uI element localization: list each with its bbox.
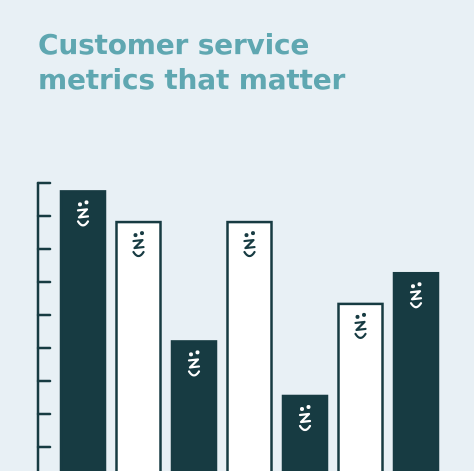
face-icon — [298, 404, 312, 432]
face-icon — [132, 231, 145, 258]
face-icon — [187, 350, 201, 377]
face-icon — [243, 231, 256, 258]
bar — [226, 220, 273, 471]
bar — [170, 340, 218, 471]
bar — [59, 190, 107, 471]
title-line-1: Customer service — [38, 28, 310, 61]
title-line-2: metrics that matter — [38, 63, 346, 96]
bar — [337, 302, 384, 471]
page-title: Customer service metrics that matter — [38, 27, 438, 97]
face-icon — [409, 282, 423, 309]
face-icon — [354, 312, 367, 339]
bar — [115, 220, 162, 471]
bar — [392, 271, 440, 471]
bar — [281, 394, 329, 471]
face-icon — [76, 200, 90, 227]
